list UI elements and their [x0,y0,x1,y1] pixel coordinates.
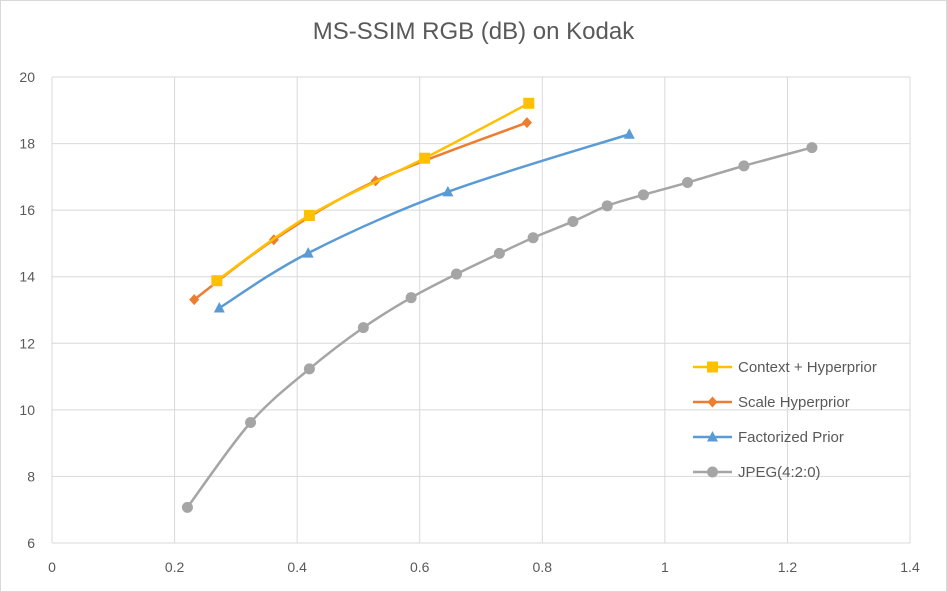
x-tick-label: 0.2 [165,559,185,575]
y-tick-label: 6 [27,535,35,551]
data-point [623,128,635,139]
chart-title: MS-SSIM RGB (dB) on Kodak [312,18,635,45]
data-point [442,185,454,197]
data-point [682,177,694,189]
legend-label: Context + Hyperprior [738,359,877,376]
data-point [419,152,431,164]
x-tick-label: 0.6 [410,559,430,575]
legend-item: Context + Hyperprior [693,359,877,376]
series-jpeg-4-2-0 [181,142,818,513]
series-line [215,102,531,282]
series-line [186,146,814,509]
data-point [523,97,535,109]
legend-item: Scale Hyperprior [693,394,850,411]
y-tick-label: 18 [19,136,35,152]
legend-label: JPEG(4:2:0) [738,464,821,481]
legend-marker [707,431,718,442]
legend: Context + Hyperprior Scale Hyperprior Fact… [693,359,877,481]
x-tick-label: 0.8 [533,559,553,575]
legend-marker [707,396,718,408]
legend-label: Factorized Prior [738,429,844,446]
data-point [213,302,225,313]
y-tick-label: 16 [19,202,35,218]
data-point [493,247,505,259]
x-tick-label: 1.4 [900,559,920,575]
series-factorized-prior [213,128,635,313]
series-context-hyperprior [211,97,535,287]
legend-label: Scale Hyperprior [738,394,850,411]
data-point [303,209,315,221]
x-tick-label: 1 [661,559,669,575]
legend-item: Factorized Prior [693,429,844,446]
data-point [245,417,257,429]
data-point [601,200,613,212]
y-tick-label: 12 [19,335,35,351]
data-point [637,189,649,201]
legend-marker [707,466,718,478]
data-point [211,275,223,287]
y-tick-label: 20 [19,69,35,85]
y-axis-tick-labels: 6 8 10 12 14 16 18 20 [19,69,35,551]
data-point [521,117,532,129]
x-tick-label: 1.2 [778,559,798,575]
data-point [302,247,314,258]
data-point [405,292,417,304]
x-tick-label: 0.4 [287,559,307,575]
data-point [567,215,579,227]
data-point [357,322,369,334]
y-tick-label: 10 [19,402,35,418]
data-point [738,160,750,172]
data-point [806,142,818,154]
data-point [303,363,315,375]
legend-item: JPEG(4:2:0) [693,464,821,481]
legend-marker [707,361,718,373]
data-point [527,232,539,244]
y-tick-label: 14 [19,269,35,285]
series-line [218,133,631,310]
x-tick-label: 0 [48,559,56,575]
data-point [181,501,193,513]
y-tick-label: 8 [27,468,35,484]
data-point [189,294,200,306]
x-axis-tick-labels: 0 0.2 0.4 0.6 0.8 1 1.2 1.4 [48,559,920,575]
series-line [192,121,529,301]
data-point [450,268,462,280]
